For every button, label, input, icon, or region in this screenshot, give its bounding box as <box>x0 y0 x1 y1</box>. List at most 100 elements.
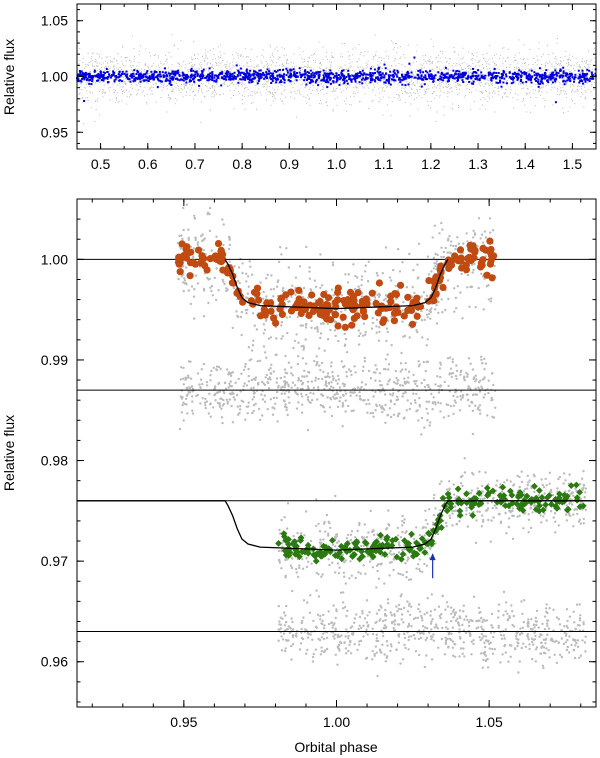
top-gray-point <box>291 77 293 79</box>
top-gray-point <box>111 77 113 79</box>
top-gray-point <box>503 92 505 94</box>
top-blue-point <box>373 79 376 82</box>
top-blue-point <box>208 76 211 79</box>
top-blue-point <box>527 75 530 78</box>
top-gray-point <box>302 83 304 85</box>
bottom-gray-point <box>367 260 370 263</box>
top-gray-point <box>134 67 136 69</box>
top-gray-point <box>462 68 464 70</box>
top-gray-point <box>468 65 470 67</box>
bottom-gray-point <box>263 394 266 397</box>
top-gray-point <box>590 91 592 93</box>
top-gray-point <box>496 64 498 66</box>
top-blue-point <box>562 72 565 75</box>
top-blue-point <box>181 74 184 77</box>
top-blue-point <box>515 75 517 78</box>
top-gray-point <box>556 76 557 78</box>
top-gray-point <box>395 65 397 67</box>
top-gray-point <box>465 67 466 69</box>
top-gray-point <box>204 57 206 59</box>
bottom-gray-point <box>452 244 455 248</box>
bottom-gray-point <box>301 324 304 327</box>
top-blue-point <box>549 77 552 80</box>
top-blue-point <box>150 70 153 73</box>
top-gray-point <box>447 96 449 98</box>
top-gray-point <box>87 52 89 54</box>
top-gray-point <box>226 77 228 79</box>
top-blue-point <box>474 71 477 73</box>
top-gray-point <box>559 94 561 96</box>
top-blue-point <box>330 82 332 85</box>
top-gray-point <box>526 93 528 95</box>
top-gray-point <box>246 56 247 58</box>
top-blue-point <box>198 84 201 87</box>
top-gray-point <box>359 101 361 102</box>
top-blue-point <box>91 77 94 80</box>
top-blue-point <box>388 80 391 83</box>
bottom-gray-point <box>472 236 475 239</box>
top-gray-point <box>107 83 109 85</box>
top-gray-point <box>247 88 249 90</box>
top-gray-point <box>295 78 297 80</box>
top-blue-point <box>448 74 451 77</box>
top-gray-point <box>221 70 223 71</box>
top-gray-point <box>430 56 432 58</box>
top-blue-point <box>365 73 368 76</box>
top-gray-point <box>185 94 187 96</box>
top-gray-point <box>95 59 97 61</box>
top-gray-point <box>374 75 376 77</box>
bottom-gray-point <box>185 203 189 206</box>
bottom-gray-point <box>246 308 249 311</box>
top-gray-point <box>456 63 458 65</box>
top-gray-point <box>350 75 352 77</box>
top-gray-point <box>119 67 121 69</box>
top-gray-point <box>551 63 553 65</box>
top-gray-point <box>467 72 469 74</box>
bottom-gray-point <box>362 365 365 368</box>
top-blue-point <box>115 76 118 79</box>
top-gray-point <box>463 62 465 64</box>
bottom-gray-point <box>206 212 209 216</box>
top-gray-point <box>258 88 260 90</box>
top-gray-point <box>398 71 400 72</box>
top-gray-point <box>341 43 343 45</box>
top-gray-point <box>205 56 207 58</box>
top-gray-point <box>78 77 80 79</box>
top-gray-point <box>134 73 136 75</box>
bottom-gray-point <box>332 294 335 297</box>
top-gray-point <box>336 96 338 98</box>
top-blue-point <box>383 81 386 84</box>
top-gray-point <box>314 52 315 54</box>
top-gray-point <box>324 70 326 72</box>
top-blue-point <box>551 74 554 77</box>
top-gray-point <box>583 80 585 82</box>
top-gray-point <box>340 66 342 68</box>
top-blue-point <box>528 73 531 76</box>
top-gray-point <box>573 74 575 76</box>
top-gray-point <box>378 88 380 90</box>
top-gray-point <box>312 85 314 87</box>
top-blue-point <box>387 82 390 85</box>
top-gray-point <box>431 68 433 70</box>
top-blue-point <box>565 72 568 75</box>
bottom-gray-point <box>425 313 429 316</box>
top-gray-point <box>216 65 218 66</box>
top-gray-point <box>386 86 388 88</box>
top-gray-point <box>183 87 185 89</box>
top-gray-point <box>278 64 280 66</box>
top-gray-point <box>559 78 561 79</box>
top-blue-point <box>325 73 327 76</box>
top-gray-point <box>320 68 321 69</box>
top-gray-point <box>545 84 547 86</box>
top-blue-point <box>488 72 490 75</box>
top-blue-point <box>470 75 473 78</box>
bottom-gray-point <box>262 345 266 348</box>
top-blue-point <box>201 77 204 80</box>
top-gray-point <box>262 86 264 88</box>
top-blue-point <box>293 72 296 74</box>
top-gray-point <box>484 79 486 81</box>
top-gray-point <box>336 104 338 106</box>
top-blue-point <box>389 70 392 73</box>
top-gray-point <box>209 87 211 89</box>
bottom-gray-point <box>317 347 321 350</box>
